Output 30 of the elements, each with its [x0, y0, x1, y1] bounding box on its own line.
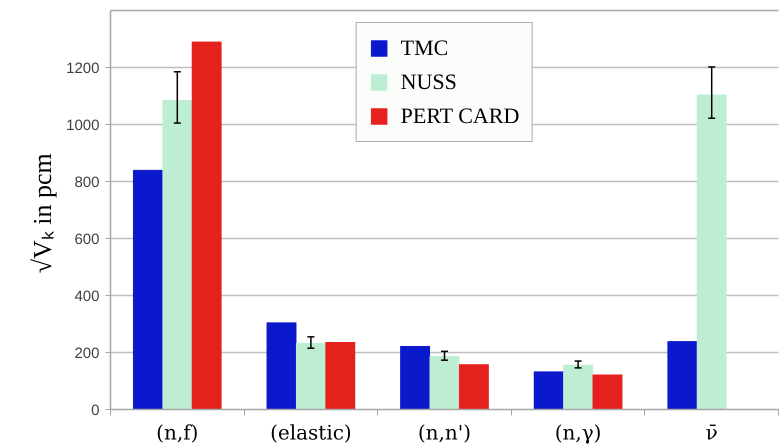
legend-label: TMC: [400, 35, 448, 61]
y-tick-label: 1200: [66, 60, 100, 77]
bar: [400, 346, 430, 410]
bar: [132, 170, 163, 410]
bar: [296, 342, 326, 410]
y-tick-label: 600: [74, 231, 100, 248]
bar: [696, 94, 727, 410]
bar: [325, 342, 356, 410]
y-axis-title: √Vₖ in pcm: [28, 153, 58, 274]
y-tick-label: 800: [74, 174, 100, 191]
x-tick-label: ν̄: [706, 420, 718, 444]
bar: [563, 364, 594, 410]
x-tick-label: (n,f): [156, 420, 198, 444]
bar: [162, 100, 192, 410]
x-tick-label: (elastic): [270, 420, 352, 444]
y-tick-label: 200: [74, 345, 100, 362]
x-tick-label: (n,n'): [418, 420, 472, 444]
bar: [266, 322, 296, 410]
y-tick-label: 0: [91, 402, 100, 419]
x-tick-label: (n,γ): [554, 420, 602, 444]
bar: [192, 42, 222, 410]
legend-label: NUSS: [400, 69, 457, 95]
y-tick-label: 400: [74, 288, 100, 305]
bar: [667, 341, 698, 410]
bar: [430, 356, 460, 410]
y-tick-label: 1000: [66, 117, 100, 134]
bar: [458, 364, 489, 410]
legend-label: PERT CARD: [400, 103, 520, 129]
bar: [592, 374, 622, 410]
bar: [534, 371, 564, 410]
